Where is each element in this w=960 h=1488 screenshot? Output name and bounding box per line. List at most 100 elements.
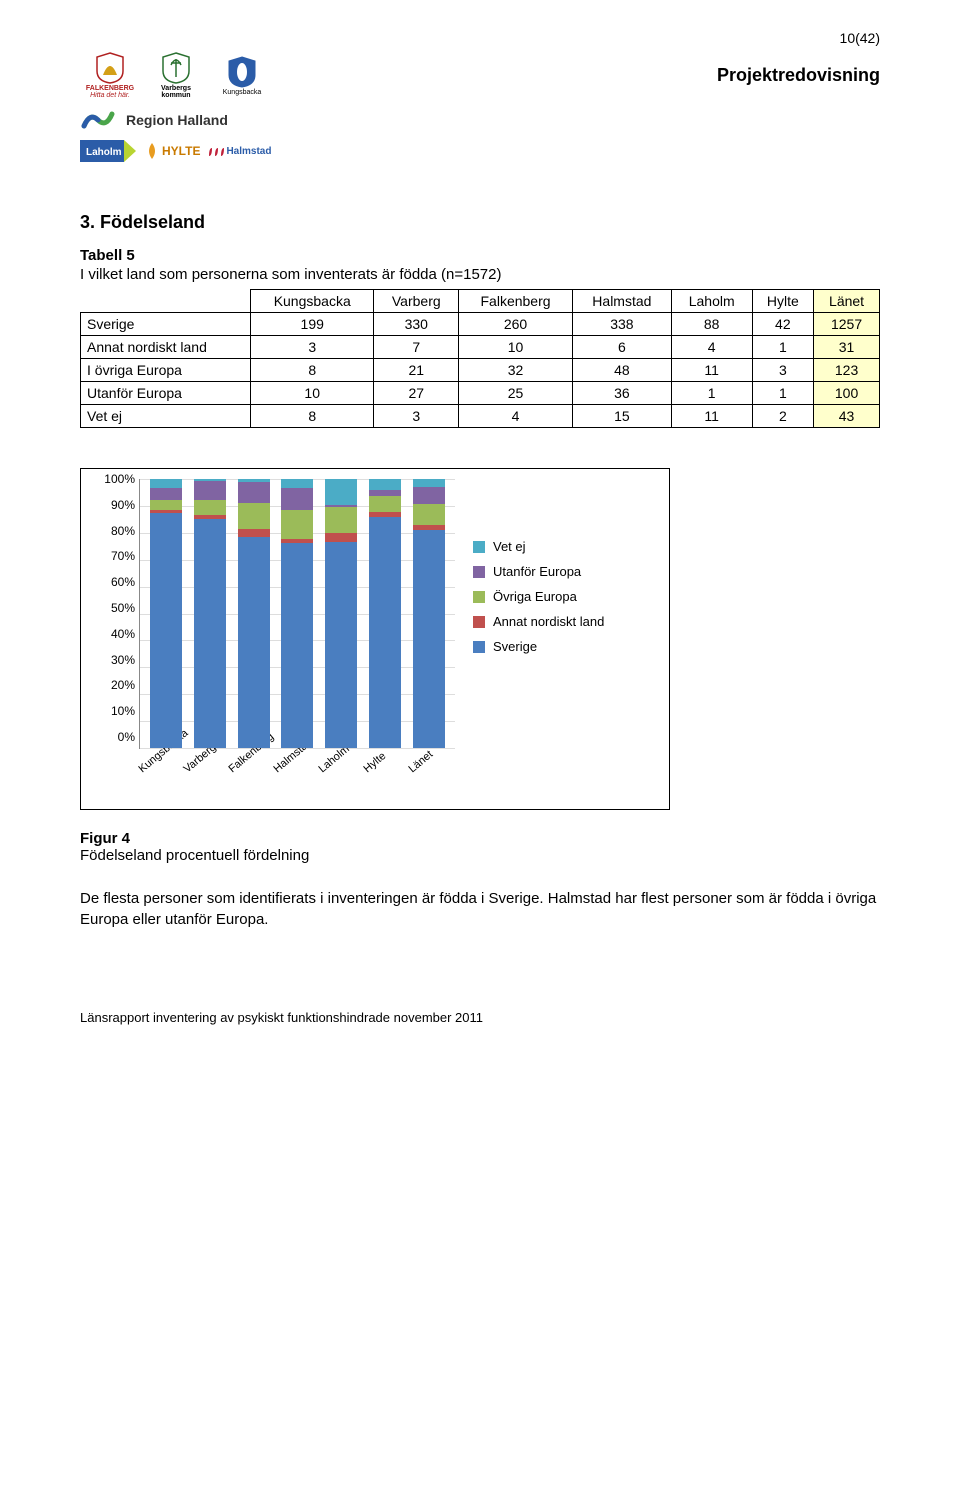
table-cell: 330 <box>374 313 459 336</box>
row-header: Vet ej <box>81 405 251 428</box>
falkenberg-logo: FALKENBERG Hitta det här. <box>80 50 140 100</box>
table-row: Utanför Europa1027253611100 <box>81 382 880 405</box>
table-cell: 1 <box>752 336 814 359</box>
legend-swatch <box>473 591 485 603</box>
table-cell: 31 <box>814 336 880 359</box>
legend-swatch <box>473 616 485 628</box>
stacked-bar-chart: 100%90%80%70%60%50%40%30%20%10%0% Kungsb… <box>80 468 670 810</box>
table-cell: 3 <box>374 405 459 428</box>
bar-segment <box>413 504 445 525</box>
legend-item: Sverige <box>473 639 641 654</box>
table-cell: 8 <box>251 405 374 428</box>
table-cell: 199 <box>251 313 374 336</box>
bar-segment <box>369 479 401 490</box>
bar-segment <box>238 482 270 502</box>
legend-item: Övriga Europa <box>473 589 641 604</box>
legend-swatch <box>473 641 485 653</box>
legend-item: Annat nordiskt land <box>473 614 641 629</box>
y-tick-label: 10% <box>91 705 135 717</box>
document-title: Projektredovisning <box>717 65 880 86</box>
bar-segment <box>413 530 445 748</box>
table-cell: 1 <box>752 382 814 405</box>
table-cell: 7 <box>374 336 459 359</box>
legend-item: Utanför Europa <box>473 564 641 579</box>
y-tick-label: 50% <box>91 602 135 614</box>
bar-segment <box>281 479 313 488</box>
col-header: Länet <box>814 290 880 313</box>
bar-segment <box>413 487 445 504</box>
y-tick-label: 90% <box>91 499 135 511</box>
table-cell: 4 <box>459 405 573 428</box>
legend-item: Vet ej <box>473 539 641 554</box>
legend-swatch <box>473 566 485 578</box>
legend-label: Övriga Europa <box>493 589 577 604</box>
table-cell: 8 <box>251 359 374 382</box>
section-heading: 3. Födelseland <box>80 212 880 233</box>
figure-label: Figur 4 <box>80 830 880 847</box>
bar-segment <box>325 542 357 748</box>
chart-legend: Vet ej Utanför Europa Övriga Europa Annat n… <box>461 479 641 799</box>
chart-bar <box>150 479 182 748</box>
table-label: Tabell 5 <box>80 247 880 264</box>
col-header: Laholm <box>671 290 752 313</box>
row-header: Sverige <box>81 313 251 336</box>
bar-segment <box>281 488 313 510</box>
table-cell: 42 <box>752 313 814 336</box>
y-tick-label: 40% <box>91 628 135 640</box>
region-halland-icon <box>80 106 116 134</box>
table-cell: 43 <box>814 405 880 428</box>
bar-segment <box>369 496 401 512</box>
table-cell: 6 <box>572 336 671 359</box>
table-cell: 27 <box>374 382 459 405</box>
col-header: Kungsbacka <box>251 290 374 313</box>
table-cell: 260 <box>459 313 573 336</box>
bar-segment <box>194 519 226 748</box>
bar-segment <box>325 507 357 533</box>
data-table: Kungsbacka Varberg Falkenberg Halmstad L… <box>80 289 880 428</box>
table-cell: 11 <box>671 405 752 428</box>
region-halland-text: Region Halland <box>126 112 228 128</box>
table-row: Sverige19933026033888421257 <box>81 313 880 336</box>
table-cell: 21 <box>374 359 459 382</box>
y-tick-label: 30% <box>91 654 135 666</box>
legend-label: Annat nordiskt land <box>493 614 604 629</box>
bar-segment <box>194 481 226 500</box>
table-cell: 123 <box>814 359 880 382</box>
table-row: I övriga Europa8213248113123 <box>81 359 880 382</box>
bar-segment <box>281 543 313 748</box>
bar-segment <box>369 517 401 748</box>
varberg-logo: Varbergs kommun <box>146 50 206 100</box>
chart-bar <box>325 479 357 748</box>
table-cell: 4 <box>671 336 752 359</box>
table-cell: 25 <box>459 382 573 405</box>
col-header: Halmstad <box>572 290 671 313</box>
y-tick-label: 0% <box>91 731 135 743</box>
y-tick-label: 80% <box>91 525 135 537</box>
table-cell: 2 <box>752 405 814 428</box>
legend-label: Sverige <box>493 639 537 654</box>
chart-bar <box>413 479 445 748</box>
figure-caption: Födelseland procentuell fördelning <box>80 847 880 864</box>
chart-bar <box>238 479 270 748</box>
bar-segment <box>150 488 182 500</box>
table-cell: 100 <box>814 382 880 405</box>
page-number: 10(42) <box>840 30 880 46</box>
row-header: I övriga Europa <box>81 359 251 382</box>
y-tick-label: 20% <box>91 679 135 691</box>
table-cell: 11 <box>671 359 752 382</box>
legend-label: Utanför Europa <box>493 564 581 579</box>
laholm-logo: Laholm <box>80 140 136 162</box>
x-axis-labels: KungsbackaVarbergFalkenbergHalmstadLahol… <box>139 751 455 763</box>
table-caption: I vilket land som personerna som invente… <box>80 266 880 283</box>
legend-swatch <box>473 541 485 553</box>
bar-segment <box>150 479 182 488</box>
table-row: Vet ej8341511243 <box>81 405 880 428</box>
bar-segment <box>325 479 357 505</box>
halmstad-logo: Halmstad <box>206 144 271 158</box>
logo-block: FALKENBERG Hitta det här. Varbergs kommu… <box>80 50 300 162</box>
chart-bar <box>194 479 226 748</box>
y-tick-label: 60% <box>91 576 135 588</box>
legend-label: Vet ej <box>493 539 526 554</box>
bar-segment <box>413 479 445 487</box>
bar-segment <box>150 513 182 748</box>
